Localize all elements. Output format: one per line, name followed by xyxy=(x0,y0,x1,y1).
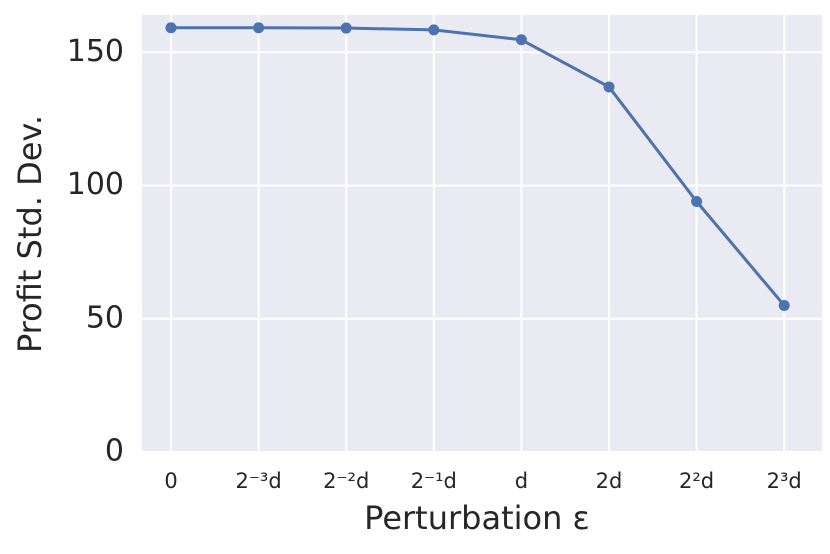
point xyxy=(691,196,703,208)
point xyxy=(165,22,177,34)
y-tick-label: 100 xyxy=(67,167,124,202)
x-tick-label: 2d xyxy=(596,469,623,493)
x-tick-label: 2⁻¹d xyxy=(411,469,457,493)
x-tick-label: 2⁻²d xyxy=(323,469,369,493)
point xyxy=(340,22,352,34)
x-tick-label: 2³d xyxy=(767,469,802,493)
x-tick-label: 2⁻³d xyxy=(235,469,281,493)
x-tick-label: 2²d xyxy=(679,469,714,493)
point xyxy=(428,24,440,36)
x-tick-label: d xyxy=(515,469,528,493)
point xyxy=(778,299,790,311)
plot-area xyxy=(142,15,822,452)
point xyxy=(515,34,527,46)
y-axis-label: Profit Std. Dev. xyxy=(11,115,49,353)
x-tick-label: 0 xyxy=(164,469,177,493)
x-axis-label: Perturbation ε xyxy=(364,499,590,537)
line xyxy=(171,26,786,307)
y-tick-label: 50 xyxy=(86,300,124,335)
point xyxy=(603,81,615,93)
point xyxy=(253,22,265,34)
y-tick-label: 0 xyxy=(105,434,124,469)
y-tick-label: 150 xyxy=(67,34,124,69)
